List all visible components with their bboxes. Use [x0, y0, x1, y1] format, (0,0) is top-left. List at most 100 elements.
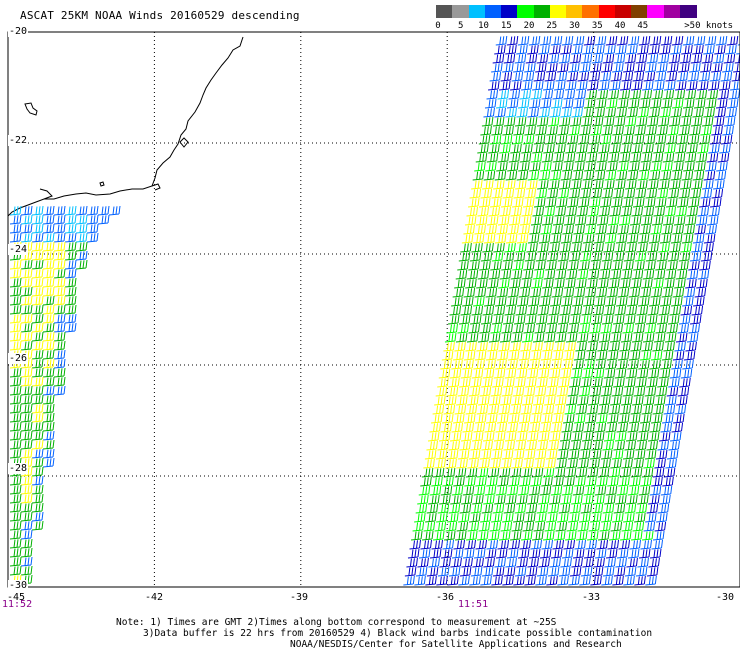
wind-barb: [646, 440, 658, 451]
wind-barb: [504, 305, 517, 316]
wind-barb: [417, 557, 429, 568]
wind-barb: [582, 107, 594, 118]
wind-barb: [53, 232, 66, 243]
wind-barb: [462, 422, 475, 433]
wind-barb: [478, 395, 490, 406]
wind-barb: [681, 233, 694, 244]
wind-barb: [431, 413, 443, 424]
wind-barb: [20, 475, 33, 486]
wind-barb: [561, 422, 574, 433]
wind-barb: [20, 331, 33, 342]
wind-barb: [678, 251, 691, 262]
wind-barb: [9, 376, 22, 387]
wind-barb: [647, 368, 660, 379]
wind-barb: [686, 332, 699, 343]
wind-barb: [709, 134, 722, 145]
wind-barb: [446, 449, 459, 460]
colorbar-segment: [631, 5, 648, 18]
wind-barb: [607, 215, 620, 226]
wind-barb: [584, 224, 596, 235]
wind-barb: [602, 566, 615, 577]
wind-barb: [544, 395, 556, 406]
wind-barb: [471, 242, 483, 253]
wind-barb: [506, 98, 519, 109]
wind-barb: [20, 304, 33, 315]
wind-barb: [628, 224, 640, 235]
wind-barb: [687, 134, 700, 145]
wind-barb: [633, 323, 645, 334]
wind-barb: [703, 44, 715, 55]
wind-barb: [588, 521, 601, 532]
wind-barb: [452, 287, 465, 298]
wind-barb: [575, 341, 587, 352]
wind-barb: [681, 170, 694, 181]
wind-barb: [649, 296, 661, 307]
wind-barb: [441, 350, 454, 361]
wind-barb: [20, 259, 33, 270]
wind-barb: [544, 71, 557, 82]
wind-barb: [621, 71, 634, 82]
wind-barb: [528, 296, 540, 307]
wind-barb: [599, 134, 612, 145]
wind-barb: [668, 116, 681, 127]
wind-barb: [31, 412, 44, 423]
wind-barb: [42, 349, 55, 360]
wind-barb: [521, 143, 533, 154]
wind-barb: [498, 530, 511, 541]
wind-barb: [576, 269, 589, 280]
wind-barb: [672, 350, 685, 361]
wind-barb: [554, 80, 566, 91]
wind-barb: [570, 368, 583, 379]
wind-barb: [20, 295, 33, 306]
wind-barb: [458, 251, 471, 262]
wind-barb: [521, 269, 534, 280]
wind-barb: [610, 197, 623, 208]
wind-barb: [654, 395, 666, 406]
wind-barb: [693, 296, 705, 307]
wind-barb: [623, 575, 635, 586]
wind-barb: [592, 305, 605, 316]
wind-barb: [508, 413, 520, 424]
wind-barb: [665, 134, 678, 145]
wind-barb: [478, 521, 491, 532]
wind-barb: [642, 269, 655, 280]
wind-barb: [647, 305, 660, 316]
wind-barb: [632, 134, 645, 145]
wind-barb: [507, 287, 520, 298]
wind-barb: [602, 53, 615, 64]
wind-barb: [555, 521, 568, 532]
wind-barb: [9, 385, 22, 396]
wind-barb: [20, 268, 33, 279]
wind-barb: [53, 241, 66, 252]
wind-barb: [597, 530, 610, 541]
wind-barb: [503, 503, 516, 514]
wind-barb: [685, 278, 697, 289]
wind-barb: [616, 359, 628, 370]
wind-barb: [420, 476, 432, 487]
wind-barb: [659, 170, 672, 181]
wind-barb: [579, 575, 591, 586]
wind-barb: [546, 575, 558, 586]
wind-barb: [482, 179, 494, 190]
wind-barb: [599, 71, 612, 82]
wind-barb: [593, 170, 606, 181]
wind-barb: [519, 539, 532, 550]
wind-barb: [533, 521, 546, 532]
wind-barb: [694, 224, 706, 235]
wind-barb: [517, 35, 530, 46]
wind-barb: [569, 116, 582, 127]
wind-barb: [654, 458, 666, 469]
wind-barb: [429, 485, 442, 496]
wind-barb: [607, 89, 620, 100]
wind-barb: [622, 323, 634, 334]
wind-barb: [543, 269, 556, 280]
wind-barb: [607, 539, 620, 550]
wind-barb: [551, 287, 564, 298]
wind-barb: [450, 494, 462, 505]
wind-barb: [478, 134, 491, 145]
wind-barb: [525, 440, 537, 451]
colorbar-segment: [679, 5, 697, 18]
wind-barb: [455, 332, 468, 343]
wind-barb: [511, 521, 524, 532]
wind-barb: [9, 430, 22, 441]
